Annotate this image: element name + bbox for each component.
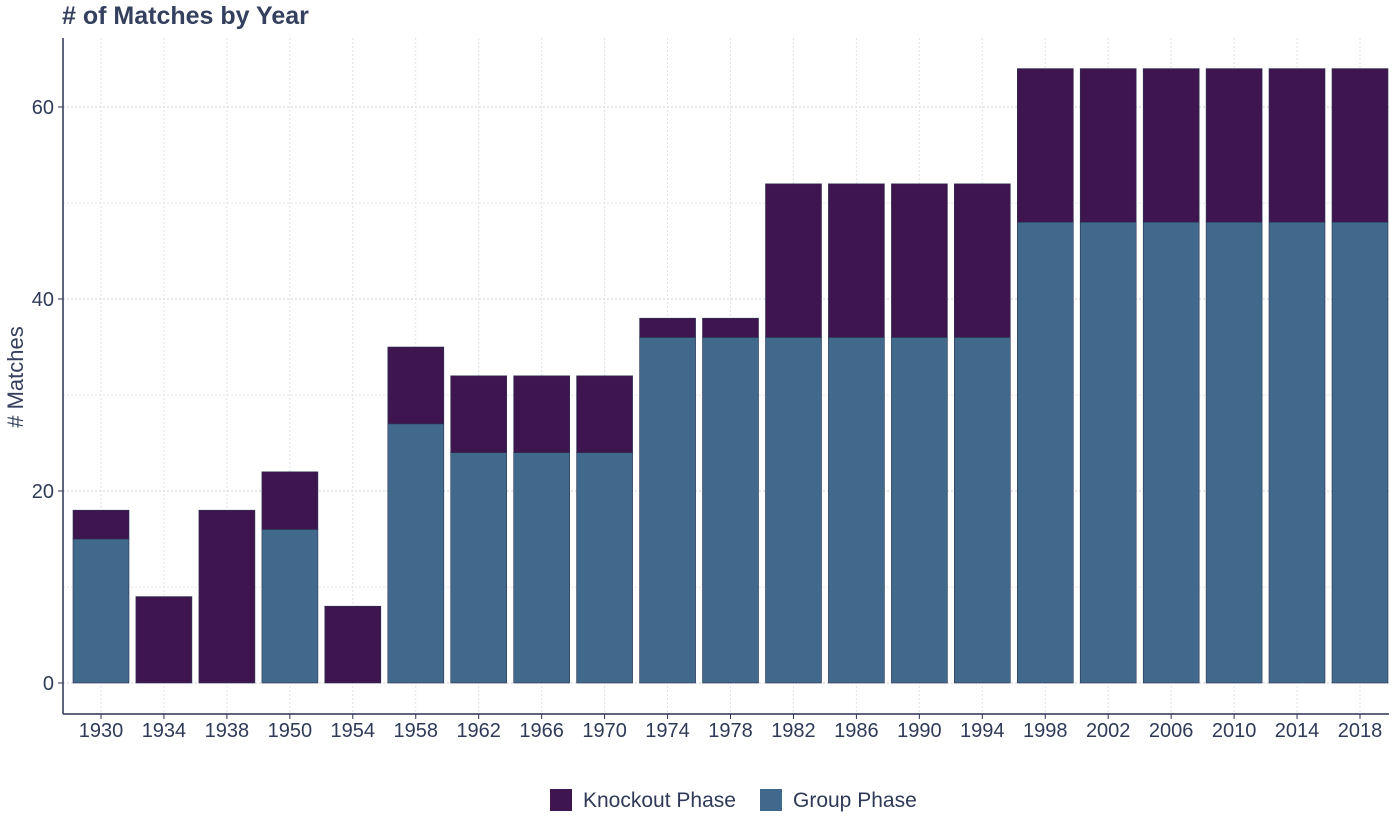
bar-knockout-phase-1938: [198, 509, 256, 684]
bar-group-phase-2002: [1079, 221, 1137, 684]
bar-group-phase-1930: [72, 538, 130, 684]
x-tick-label: 1986: [834, 720, 879, 742]
bar-knockout-phase-1954: [324, 605, 382, 684]
x-tick-label: 1982: [771, 720, 816, 742]
bar-knockout-phase-1950: [261, 471, 319, 530]
x-tick-label: 1970: [582, 720, 627, 742]
bar-knockout-phase-2006: [1142, 68, 1200, 223]
y-tick-label: 0: [43, 673, 54, 695]
y-tick-labels: 0 20 40 60: [32, 97, 63, 695]
x-tick-label: 1998: [1023, 720, 1068, 742]
x-tick-label: 1978: [708, 720, 753, 742]
bar-knockout-phase-1990: [891, 183, 948, 338]
x-tick-label: 1958: [394, 720, 439, 742]
bar-knockout-phase-1966: [513, 375, 571, 453]
y-axis-title: # Matches: [3, 326, 28, 428]
bar-group-phase-1998: [1016, 221, 1074, 684]
x-tick-label: 1950: [268, 720, 313, 742]
x-tick-label: 1990: [897, 720, 942, 742]
bar-knockout-phase-1998: [1016, 68, 1074, 223]
bar-group-phase-1962: [450, 452, 508, 684]
x-tick-label: 1962: [456, 720, 501, 742]
bar-knockout-phase-1930: [72, 509, 130, 540]
bar-group-phase-1994: [953, 337, 1011, 684]
x-tick-label: 2018: [1338, 720, 1383, 742]
bar-knockout-phase-1986: [828, 183, 885, 338]
bar-knockout-phase-1934: [135, 596, 193, 684]
legend: Knockout Phase Group Phase: [550, 789, 917, 812]
y-tick-label: 20: [32, 481, 54, 503]
bar-knockout-phase-2018: [1331, 68, 1389, 223]
x-tick-label: 1966: [519, 720, 564, 742]
bar-group-phase-2006: [1142, 221, 1200, 684]
legend-swatch-knockout-phase: [550, 789, 572, 811]
bar-group-phase-2014: [1268, 221, 1326, 684]
legend-label-knockout-phase: Knockout Phase: [583, 789, 736, 812]
axes: [62, 38, 1389, 715]
legend-label-group-phase: Group Phase: [793, 789, 917, 812]
bar-knockout-phase-1962: [450, 375, 508, 453]
x-tick-label: 1934: [142, 720, 187, 742]
bar-knockout-phase-1970: [576, 375, 633, 453]
x-tick-label: 1938: [205, 720, 250, 742]
bar-group-phase-2010: [1205, 221, 1263, 684]
bar-group-phase-1974: [639, 337, 696, 684]
bar-knockout-phase-2010: [1205, 68, 1263, 223]
bar-knockout-phase-2014: [1268, 68, 1326, 223]
bar-group-phase-2018: [1331, 221, 1389, 684]
bar-group-phase-1950: [261, 529, 319, 684]
x-tick-label: 2002: [1086, 720, 1131, 742]
bar-group-phase-1978: [702, 337, 759, 684]
bar-group-phase-1990: [891, 337, 948, 684]
bar-knockout-phase-1982: [765, 183, 822, 338]
x-tick-label: 2006: [1149, 720, 1194, 742]
bar-knockout-phase-1994: [953, 183, 1011, 338]
bar-knockout-phase-1974: [639, 317, 696, 338]
x-tick-label: 1974: [645, 720, 690, 742]
x-tick-label: 2014: [1275, 720, 1320, 742]
x-tick-label: 1994: [960, 720, 1005, 742]
x-tick-label: 1954: [331, 720, 376, 742]
bar-group-phase-1966: [513, 452, 571, 684]
bar-knockout-phase-1978: [702, 317, 759, 338]
bar-group-phase-1958: [387, 423, 445, 684]
bar-group-phase-1986: [828, 337, 885, 684]
bar-group-phase-1970: [576, 452, 633, 684]
bar-knockout-phase-1958: [387, 346, 445, 425]
bar-group-phase-1982: [765, 337, 822, 684]
y-tick-label: 60: [32, 97, 54, 119]
x-tick-label: 2010: [1212, 720, 1257, 742]
bar-knockout-phase-2002: [1079, 68, 1137, 223]
y-tick-label: 40: [32, 289, 54, 311]
chart-title: # of Matches by Year: [62, 2, 309, 30]
x-tick-label: 1930: [79, 720, 124, 742]
legend-swatch-group-phase: [760, 789, 782, 811]
x-tick-labels: 1930 1934 1938 1950 1954 1958 1962 1966 1970 1974…: [79, 714, 1383, 742]
bars: [72, 68, 1389, 684]
